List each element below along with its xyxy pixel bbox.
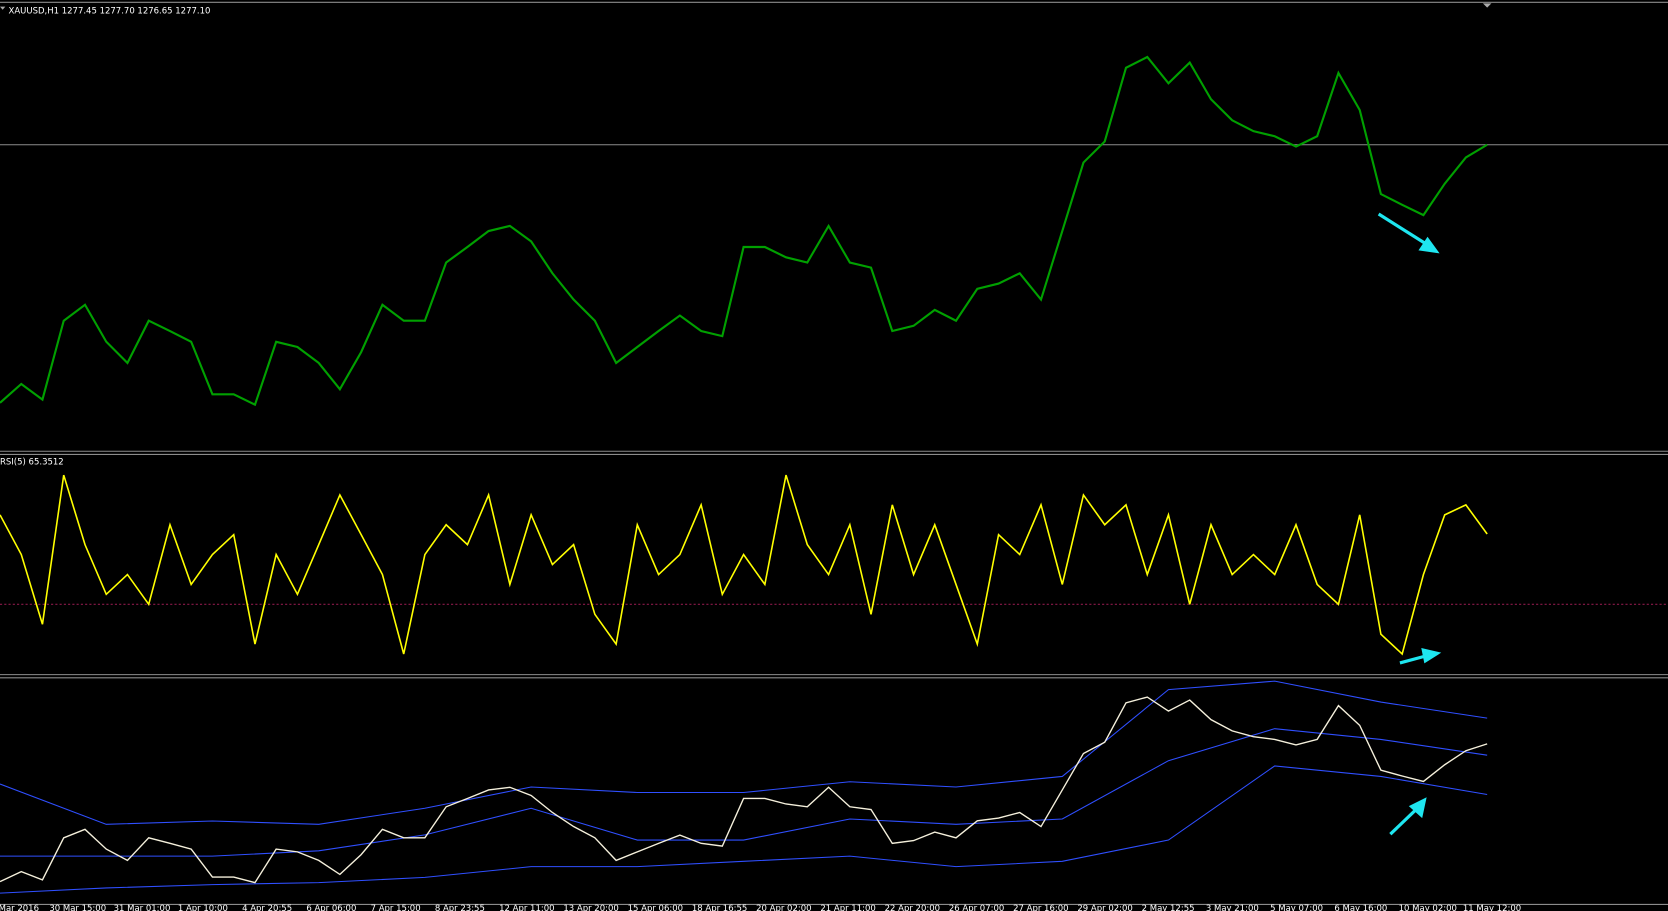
arrow-head xyxy=(1408,797,1427,819)
x-tick-label: 1 Apr 10:00 xyxy=(178,904,228,911)
x-tick-label: 10 May 02:00 xyxy=(1399,904,1457,911)
x-tick-label: 7 Apr 15:00 xyxy=(371,904,421,911)
x-tick-label: 12 Apr 11:00 xyxy=(499,904,554,911)
arrow-head xyxy=(1418,236,1440,254)
band-line xyxy=(0,728,1488,857)
price-series xyxy=(0,55,1488,407)
x-tick-label: 22 Apr 20:00 xyxy=(885,904,940,911)
arrow xyxy=(1377,212,1429,247)
bands-panel: 29 Mar 2016 30 Mar 15:00 31 Mar 01:00 1 Apr… xyxy=(0,680,1521,911)
x-tick-label: 18 Apr 16:55 xyxy=(692,904,747,911)
price-overlay xyxy=(0,696,1488,884)
rsi-series xyxy=(0,474,1488,656)
x-tick-label: 6 Apr 06:00 xyxy=(306,904,356,911)
arrow xyxy=(1389,807,1419,836)
arrow-head xyxy=(1421,648,1442,664)
x-tick-label: 2 May 12:55 xyxy=(1142,904,1195,911)
x-tick-label: 4 Apr 20:55 xyxy=(242,904,292,911)
arrow xyxy=(1399,653,1429,665)
x-tick-label: 6 May 16:00 xyxy=(1334,904,1387,911)
band-line xyxy=(0,765,1488,894)
symbol-info: XAUUSD,H1 1277.45 1277.70 1276.65 1277.1… xyxy=(9,6,211,16)
x-tick-label: 15 Apr 06:00 xyxy=(628,904,683,911)
x-tick-label: 11 May 12:00 xyxy=(1463,904,1521,911)
x-tick-label: 5 May 07:00 xyxy=(1270,904,1323,911)
x-tick-label: 8 Apr 23:55 xyxy=(435,904,485,911)
indicator-info: RSI(5) 65.3512 xyxy=(0,457,64,467)
band-line xyxy=(0,680,1488,825)
x-tick-label: 26 Apr 07:00 xyxy=(949,904,1004,911)
x-tick-label: 29 Mar 2016 xyxy=(0,904,39,911)
rsi-panel: RSI(5) 65.3512 xyxy=(0,457,1668,656)
x-tick-label: 29 Apr 02:00 xyxy=(1077,904,1132,911)
annotations xyxy=(1377,212,1442,836)
x-tick-label: 3 May 21:00 xyxy=(1206,904,1259,911)
shift-marker xyxy=(1482,3,1492,8)
x-tick-label: 27 Apr 16:00 xyxy=(1013,904,1068,911)
x-tick-label: 20 Apr 02:00 xyxy=(756,904,811,911)
x-tick-label: 21 Apr 11:00 xyxy=(820,904,875,911)
x-tick-label: 13 Apr 20:00 xyxy=(563,904,618,911)
x-tick-label: 31 Mar 01:00 xyxy=(114,904,171,911)
menu-triangle[interactable] xyxy=(0,6,6,10)
price-panel: XAUUSD,H1 1277.45 1277.70 1276.65 1277.1… xyxy=(0,6,1668,407)
x-tick-label: 30 Mar 15:00 xyxy=(49,904,106,911)
